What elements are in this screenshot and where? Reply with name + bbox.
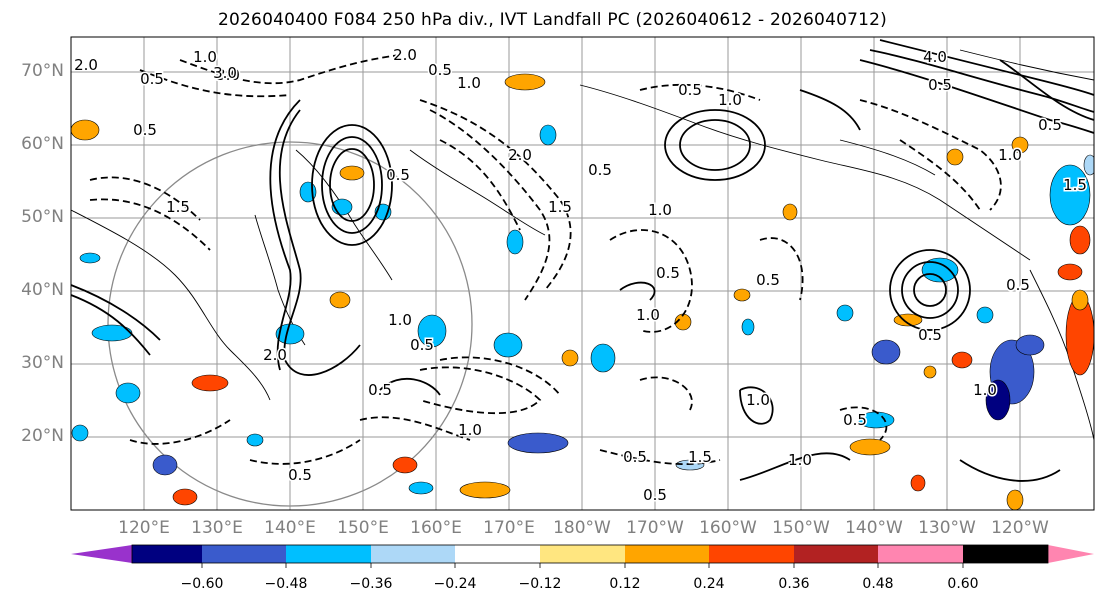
contour-label: 3.0 bbox=[216, 66, 240, 84]
contour-label: 1.5 bbox=[166, 198, 190, 216]
contour-label: 3.0 bbox=[213, 64, 237, 82]
map-title: 2026040400 F084 250 hPa div., IVT Landfa… bbox=[218, 10, 887, 30]
contour-label: 0.5 bbox=[588, 161, 612, 179]
contour-label: 0.5 bbox=[133, 121, 157, 139]
colorbar-swatch bbox=[540, 545, 625, 563]
dashed-contours bbox=[89, 54, 1002, 465]
contour-label: 0.5 bbox=[1006, 276, 1030, 294]
contour-label: 0.5 bbox=[756, 271, 780, 289]
coastlines bbox=[71, 49, 1094, 441]
contour-label: 0.5 bbox=[368, 381, 392, 399]
contour-label-layer: 2.03.00.51.50.51.02.00.51.03.00.51.04.00… bbox=[73, 45, 1089, 506]
contour-label: 1.0 bbox=[636, 306, 660, 324]
contour-label: 1.0 bbox=[998, 146, 1022, 164]
lat-label: 60°N bbox=[21, 134, 64, 154]
lon-label: 150°E bbox=[337, 518, 389, 538]
contour-label: 0.5 bbox=[428, 61, 452, 79]
contour-label: 0.5 bbox=[918, 326, 942, 344]
contour-label: 0.5 bbox=[288, 466, 312, 484]
lon-label: 120°W bbox=[991, 518, 1049, 538]
colorbar-tick-label: 0.12 bbox=[609, 576, 641, 592]
colorbar-tick-label: 0.36 bbox=[778, 576, 810, 592]
contour-label: 1.0 bbox=[788, 451, 812, 469]
contour-label: 0.5 bbox=[643, 486, 667, 504]
contour-label: 1.0 bbox=[973, 381, 997, 399]
colorbar-swatch bbox=[878, 545, 963, 563]
lon-label: 160°W bbox=[699, 518, 757, 538]
colorbar-tick-label: −0.12 bbox=[518, 576, 562, 592]
contour-label: 0.5 bbox=[623, 448, 647, 466]
contour-label: 1.0 bbox=[746, 391, 770, 409]
contour-label: 0.5 bbox=[656, 264, 680, 282]
contour-label: 0.5 bbox=[410, 336, 434, 354]
contour-label: 0.5 bbox=[386, 166, 410, 184]
contour-label: 1.0 bbox=[388, 311, 412, 329]
lat-label: 30°N bbox=[21, 353, 64, 373]
lon-label: 150°W bbox=[772, 518, 830, 538]
colorbar-swatch bbox=[132, 545, 202, 563]
colorbar-tick-label: −0.24 bbox=[433, 576, 477, 592]
colorbar-swatch bbox=[371, 545, 455, 563]
colorbar-swatch bbox=[709, 545, 794, 563]
colorbar-swatch bbox=[202, 545, 286, 563]
lon-label: 170°E bbox=[483, 518, 535, 538]
solid-contours bbox=[71, 39, 1094, 482]
graticule bbox=[71, 37, 1094, 510]
colorbar-extend-high bbox=[1048, 545, 1094, 563]
colorbar-swatch bbox=[625, 545, 709, 563]
contour-label: 4.0 bbox=[923, 48, 947, 66]
lon-label: 130°W bbox=[918, 518, 976, 538]
contour-label: 1.0 bbox=[458, 421, 482, 439]
lat-label: 20°N bbox=[21, 426, 64, 446]
contour-label: 2.0 bbox=[508, 146, 532, 164]
lon-label: 160°E bbox=[410, 518, 462, 538]
colorbar-swatch bbox=[455, 545, 540, 563]
colorbar-tick-label: 0.24 bbox=[693, 576, 725, 592]
colorbar-tick-label: 0.60 bbox=[947, 576, 979, 592]
colorbar-tick-label: −0.36 bbox=[349, 576, 393, 592]
contour-label: 1.5 bbox=[1063, 176, 1087, 194]
colorbar-tick-label: −0.48 bbox=[264, 576, 308, 592]
contour-label: 2.0 bbox=[393, 46, 417, 64]
colorbar bbox=[71, 544, 1094, 568]
contour-label: 2.0 bbox=[74, 56, 98, 74]
contour-label: 1.0 bbox=[648, 201, 672, 219]
lon-label: 170°W bbox=[626, 518, 684, 538]
divergence-shading bbox=[71, 73, 1094, 510]
lon-label: 140°W bbox=[845, 518, 903, 538]
colorbar-swatch bbox=[286, 545, 371, 563]
lon-label: 180°W bbox=[553, 518, 611, 538]
lat-label: 50°N bbox=[21, 207, 64, 227]
colorbar-swatch bbox=[794, 545, 878, 563]
contour-label: 1.0 bbox=[457, 74, 481, 92]
lat-label: 70°N bbox=[21, 61, 64, 81]
colorbar-extend-low bbox=[71, 545, 132, 563]
contour-label: 1.0 bbox=[718, 91, 742, 109]
map-border bbox=[70, 36, 1095, 511]
colorbar-tick-label: 0.48 bbox=[862, 576, 894, 592]
contour-label: 1.5 bbox=[548, 198, 572, 216]
lon-label: 140°E bbox=[264, 518, 316, 538]
colorbar-tick-label: −0.60 bbox=[180, 576, 224, 592]
contour-label: 0.5 bbox=[140, 70, 164, 88]
colorbar-swatch bbox=[963, 545, 1048, 563]
contour-label: 1.5 bbox=[688, 448, 712, 466]
contour-label: 1.0 bbox=[193, 48, 217, 66]
contour-label: 0.5 bbox=[1038, 116, 1062, 134]
contour-label: 2.0 bbox=[263, 346, 287, 364]
contour-label: 0.5 bbox=[843, 411, 867, 429]
lat-label: 40°N bbox=[21, 280, 64, 300]
lon-label: 130°E bbox=[191, 518, 243, 538]
lon-label: 120°E bbox=[118, 518, 170, 538]
contour-label: 0.5 bbox=[928, 76, 952, 94]
contour-label: 0.5 bbox=[678, 81, 702, 99]
